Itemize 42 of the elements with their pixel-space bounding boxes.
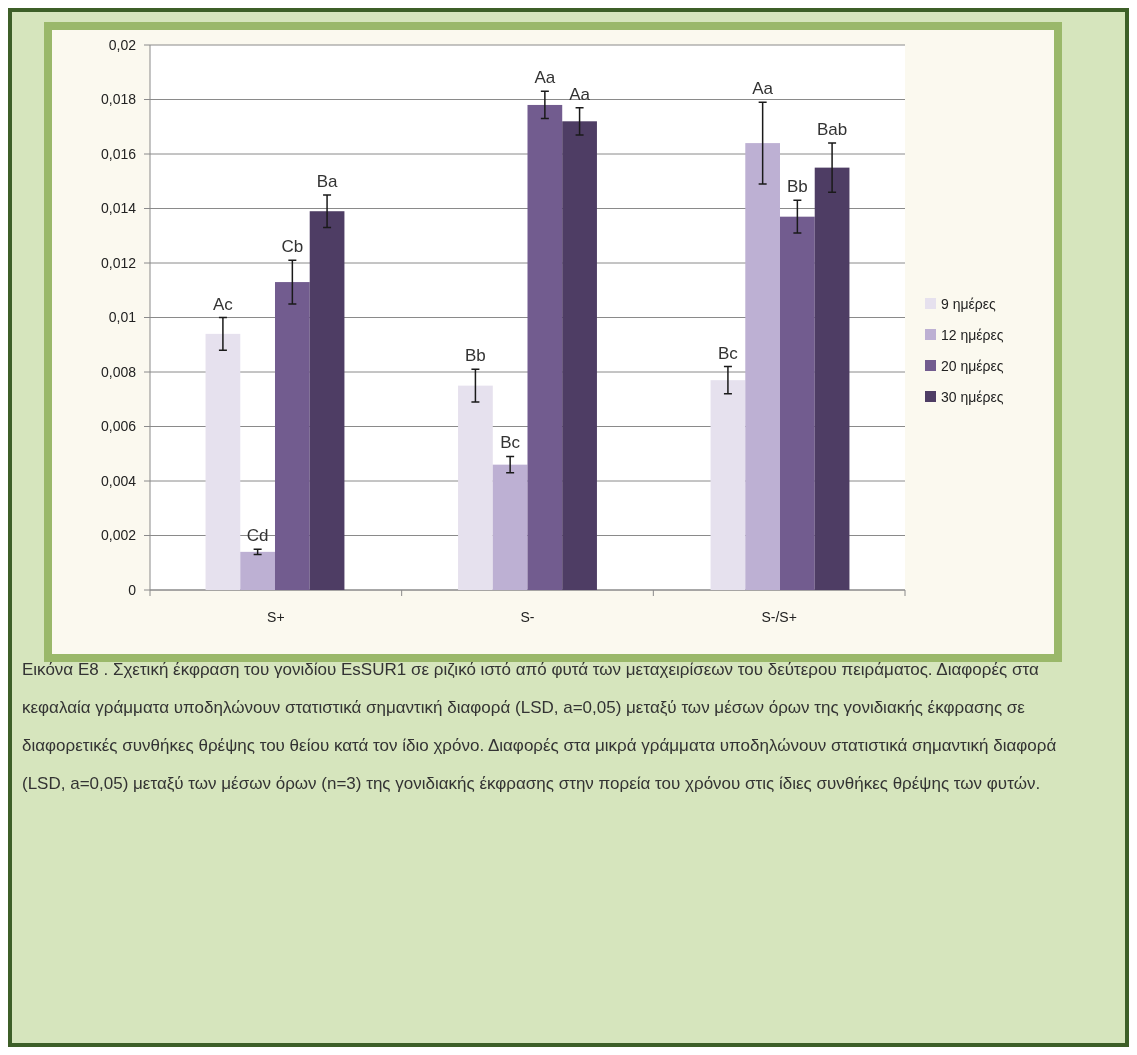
data-label: Bb bbox=[465, 346, 486, 366]
data-label: Bc bbox=[718, 343, 739, 363]
legend-label: 12 ημέρες bbox=[941, 326, 1004, 343]
bar bbox=[274, 282, 310, 590]
bar bbox=[710, 380, 746, 590]
y-tick-label: 0,016 bbox=[100, 145, 137, 162]
y-tick-label: 0,014 bbox=[100, 200, 137, 217]
bar bbox=[814, 167, 850, 590]
data-label: Aa bbox=[752, 79, 774, 99]
bar bbox=[562, 121, 597, 590]
bar bbox=[240, 551, 275, 590]
bar bbox=[458, 385, 493, 590]
bar bbox=[309, 211, 345, 590]
y-tick-label: 0,01 bbox=[108, 309, 137, 326]
data-label: Aa bbox=[569, 84, 591, 104]
bar bbox=[527, 104, 563, 590]
y-tick-label: 0 bbox=[128, 581, 137, 598]
bar bbox=[745, 143, 781, 590]
data-label: Ac bbox=[212, 294, 234, 314]
legend-label: 9 ημέρες bbox=[941, 295, 996, 312]
bar bbox=[492, 464, 528, 590]
data-label: Cb bbox=[281, 237, 304, 257]
data-label: Bb bbox=[786, 177, 808, 197]
y-tick-label: 0,002 bbox=[100, 527, 137, 544]
legend-label: 30 ημέρες bbox=[941, 388, 1004, 405]
y-tick-label: 0,004 bbox=[100, 472, 137, 489]
y-tick-label: 0,018 bbox=[100, 91, 137, 108]
data-label: Bc bbox=[500, 433, 521, 453]
legend-label: 20 ημέρες bbox=[941, 357, 1004, 374]
bar bbox=[780, 216, 815, 590]
data-label: Bab bbox=[816, 120, 848, 140]
data-label: Aa bbox=[534, 68, 556, 88]
y-tick-label: 0,012 bbox=[100, 254, 137, 271]
x-tick-label: S-/S+ bbox=[761, 609, 797, 625]
x-tick-label: S- bbox=[520, 609, 535, 625]
y-tick-label: 0,006 bbox=[100, 418, 137, 435]
data-label: Ba bbox=[316, 171, 339, 191]
text: Εικόνα Ε8 . Σχετική έκφραση του γονιδίου EsSUR1 σε ριζικό ιστό από φυτά των μεταχειρίσεων του δεύτερου πειράματος. Διαφορές στα κεφαλαία γράμματα υποδηλώνουν στατιστικά σημαντική διαφορά (LSD, a=0,05) μεταξύ των μέσων όρων της γονιδιακής έκφρασης σε διαφορετικές συνθήκες θρέψης του θείου κατά τον ίδιο χρόνο. Διαφορές στα μικρά γράμματα υποδηλώνουν στατιστικά σημαντική διαφορά (LSD, a=0,05) μεταξύ των μέσων όρων (n=3) της γονιδιακής έκφρασης στην πορεία του χρόνου στις ίδιες συνθήκες θρέψης των φυτών. bbox=[22, 660, 1057, 793]
y-tick-label: 0,02 bbox=[108, 36, 137, 53]
x-tick-label: S+ bbox=[267, 609, 285, 625]
y-tick-label: 0,008 bbox=[100, 363, 137, 380]
bar bbox=[205, 333, 241, 590]
